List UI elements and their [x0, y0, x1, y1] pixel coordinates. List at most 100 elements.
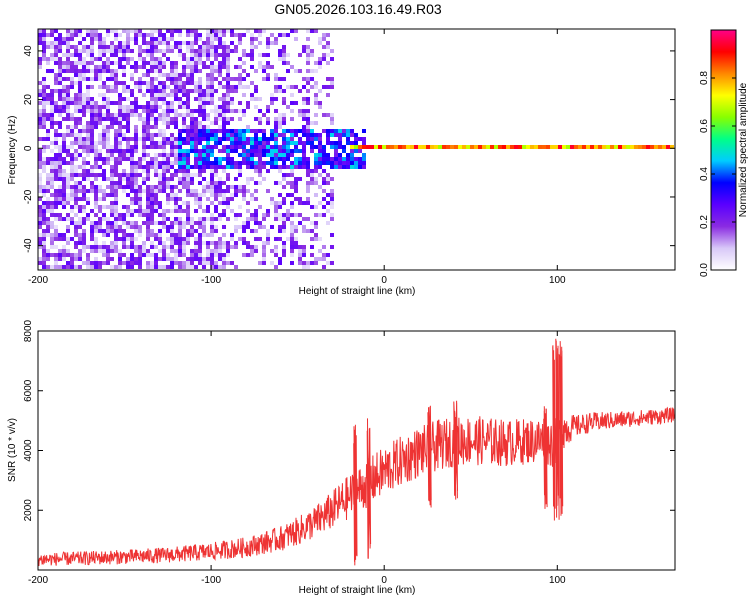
spectrogram-cell	[74, 197, 78, 201]
spectrogram-cell	[254, 145, 258, 149]
spectrogram-cell	[226, 205, 230, 209]
spectrogram-cell	[130, 233, 134, 237]
spectrogram-cell	[318, 213, 322, 217]
spectrogram-cell	[214, 229, 218, 233]
spectrogram-cell	[70, 197, 74, 201]
spectrogram-cell	[186, 61, 190, 65]
spectrogram-cell	[110, 169, 114, 173]
spectrogram-cell	[146, 213, 150, 217]
spectrogram-cell	[302, 249, 306, 253]
spectrogram-cell	[190, 77, 194, 81]
spectrogram-cell	[206, 117, 210, 121]
spectrogram-cell	[66, 53, 70, 57]
spectrogram-cell	[214, 193, 218, 197]
spectrogram-cell	[350, 141, 354, 145]
spectrogram-cell	[142, 189, 146, 193]
spectrogram-cell	[62, 93, 66, 97]
spectrogram-cell	[38, 161, 42, 165]
spectrogram-cell	[342, 149, 346, 153]
spectrogram-cell	[130, 213, 134, 217]
spectrogram-cell	[270, 197, 274, 201]
spectrogram-cell	[262, 137, 266, 141]
spectrogram-cell	[154, 89, 158, 93]
spectrogram-cell	[54, 121, 58, 125]
spectrogram-cell	[206, 29, 210, 33]
spectrogram-y-tick-label: -40	[23, 238, 34, 253]
spectrogram-cell	[122, 237, 126, 241]
spectrogram-cell	[202, 229, 206, 233]
spectrogram-cell	[234, 149, 238, 153]
snr-spike	[543, 406, 548, 509]
spectrogram-cell	[202, 145, 206, 149]
spectrogram-cell	[82, 221, 86, 225]
spectrogram-cell	[198, 61, 202, 65]
spectrogram-cell	[58, 81, 62, 85]
spectrogram-cell	[230, 85, 234, 89]
spectrogram-cell	[254, 97, 258, 101]
spectrogram-cell	[78, 249, 82, 253]
spectrogram-cell	[158, 221, 162, 225]
spectrogram-cell	[94, 265, 98, 269]
spectrogram-cell	[162, 85, 166, 89]
spectrogram-cell	[246, 53, 250, 57]
spectrogram-cell	[354, 161, 358, 165]
spectrogram-cell	[226, 89, 230, 93]
spectrogram-cell	[122, 189, 126, 193]
spectrogram-cell	[86, 173, 90, 177]
spectrogram-cell	[142, 37, 146, 41]
spectrogram-cell	[218, 257, 222, 261]
spectrogram-cell	[226, 261, 230, 265]
spectrogram-cell	[150, 213, 154, 217]
spectrogram-cell	[238, 189, 242, 193]
spectrogram-cell	[38, 225, 42, 229]
spectrogram-cell	[246, 221, 250, 225]
spectrogram-cell	[206, 57, 210, 61]
spectrogram-cell	[166, 265, 170, 269]
spectrogram-cell	[162, 257, 166, 261]
spectrogram-cell	[74, 165, 78, 169]
spectrogram-cell	[638, 145, 642, 149]
spectrogram-cell	[218, 69, 222, 73]
spectrogram-cell	[78, 185, 82, 189]
spectrogram-cell	[70, 189, 74, 193]
spectrogram-cell	[186, 177, 190, 181]
spectrogram-cell	[130, 49, 134, 53]
spectrogram-cell	[190, 137, 194, 141]
spectrogram-cell	[290, 249, 294, 253]
spectrogram-cell	[178, 157, 182, 161]
spectrogram-cell	[50, 149, 54, 153]
spectrogram-cell	[50, 33, 54, 37]
spectrogram-cell	[170, 153, 174, 157]
spectrogram-cell	[134, 105, 138, 109]
spectrogram-cell	[346, 129, 350, 133]
spectrogram-cell	[174, 169, 178, 173]
spectrogram-cell	[62, 217, 66, 221]
spectrogram-cell	[258, 97, 262, 101]
spectrogram-cell	[230, 145, 234, 149]
spectrogram-cell	[134, 137, 138, 141]
spectrogram-cell	[126, 121, 130, 125]
spectrogram-cell	[166, 161, 170, 165]
spectrogram-cell	[150, 217, 154, 221]
spectrogram-cell	[258, 65, 262, 69]
snr-x-tick-label: 0	[381, 575, 387, 586]
spectrogram-cell	[318, 37, 322, 41]
spectrogram-cell	[290, 141, 294, 145]
spectrogram-cell	[146, 125, 150, 129]
spectrogram-cell	[42, 217, 46, 221]
spectrogram-cell	[206, 37, 210, 41]
spectrogram-cell	[358, 165, 362, 169]
spectrogram-cell	[146, 129, 150, 133]
spectrogram-cell	[306, 69, 310, 73]
spectrogram-cell	[278, 121, 282, 125]
spectrogram-cell	[98, 69, 102, 73]
spectrogram-cell	[94, 65, 98, 69]
spectrogram-cell	[126, 45, 130, 49]
spectrogram-cell	[114, 77, 118, 81]
spectrogram-cell	[138, 89, 142, 93]
spectrogram-cell	[158, 49, 162, 53]
spectrogram-cell	[310, 49, 314, 53]
spectrogram-cell	[278, 145, 282, 149]
spectrogram-cell	[322, 245, 326, 249]
spectrogram-x-tick-label: 100	[549, 275, 566, 286]
